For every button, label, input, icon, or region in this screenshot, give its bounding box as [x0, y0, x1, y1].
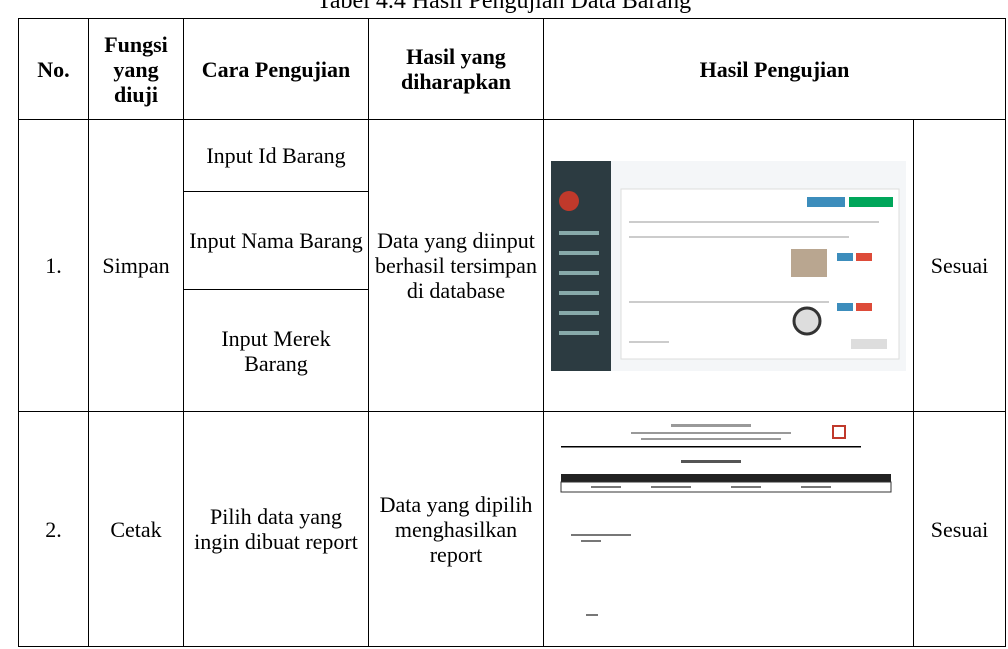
no-cell: 1.: [18, 119, 89, 412]
header-cell: No.: [18, 18, 89, 120]
hasil-cell: Sesuai: [913, 411, 1006, 647]
harapan-cell: Data yang diinput berhasil tersimpan di …: [368, 119, 544, 412]
fungsi-cell: Cetak: [88, 411, 184, 647]
cara-cell: Pilih data yang ingin dibuat report: [183, 411, 369, 647]
screenshot-cell: [543, 411, 914, 647]
test-table: No. Fungsi yang diuji Cara Pengujian Has…: [18, 18, 1006, 647]
screenshot-cell: [543, 119, 914, 412]
header-cell: Fungsi yang diuji: [88, 18, 184, 120]
app-screenshot: [551, 160, 906, 371]
cara-cell: Input Merek Barang: [183, 289, 369, 412]
fungsi-cell: Simpan: [88, 119, 184, 412]
hasil-cell: Sesuai: [913, 119, 1006, 412]
header-cell: Cara Pengujian: [183, 18, 369, 120]
header-cell: Hasil yang diharapkan: [368, 18, 544, 120]
cara-cell: Input Nama Barang: [183, 191, 369, 290]
report-screenshot: [551, 414, 906, 639]
header-cell: Hasil Pengujian: [543, 18, 1006, 120]
no-cell: 2.: [18, 411, 89, 647]
harapan-cell: Data yang dipilih menghasilkan report: [368, 411, 544, 647]
caption: Tabel 4.4 Hasil Pengujian Data Barang: [316, 0, 692, 14]
cara-cell: Input Id Barang: [183, 119, 369, 192]
